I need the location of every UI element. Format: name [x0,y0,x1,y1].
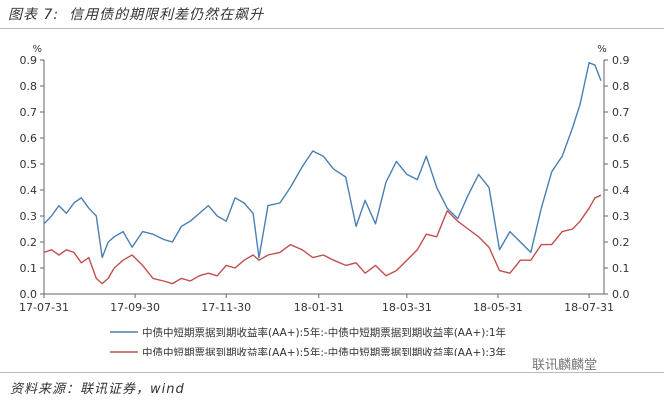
y-unit-left-label: % [32,44,42,55]
y-tick-label-right: 0.2 [612,236,630,249]
y-tick-label-right: 0.3 [612,210,630,223]
figure-title: 图表 7: 信用债的期限利差仍然在飙升 [8,4,274,24]
chart-legend: 中债中短期票据到期收益率(AA+):5年:-中债中短期票据到期收益率(AA+):… [110,326,506,356]
figure-title-text: 信用债的期限利差仍然在飙升 [69,7,265,23]
x-tick-label: 18-07-31 [564,301,614,314]
x-tick-label: 18-01-31 [294,301,344,314]
y-tick-label-left: 0.0 [20,288,38,301]
y-tick-label-left: 0.9 [20,54,38,67]
legend-label-1: 中债中短期票据到期收益率(AA+):5年:-中债中短期票据到期收益率(AA+):… [142,326,506,339]
bottom-divider [0,372,664,373]
y-tick-label-left: 0.7 [20,106,38,119]
x-tick-label: 18-03-31 [382,301,432,314]
x-tick-label: 17-09-30 [110,301,160,314]
y-tick-label-left: 0.2 [20,236,38,249]
watermark-logo: 联讯麟麟堂 [532,358,598,373]
chart-axes: % % 0.0 0.0 0.1 0.1 0.2 0.2 0.3 0.3 0.4 0.4 0.5 0.5 0.… [19,44,629,314]
y-tick-label-right: 0.7 [612,106,630,119]
y-tick-label-left: 0.3 [20,210,38,223]
figure-label: 图表 7: [8,7,60,23]
line-chart: % % 0.0 0.0 0.1 0.1 0.2 0.2 0.3 0.3 0.4 0.4 0.5 0.5 0.… [19,44,629,356]
source-note: 资料来源：联讯证券，wind [10,382,185,397]
x-tick-label: 17-11-30 [201,301,251,314]
x-tick-label: 18-05-31 [473,301,523,314]
y-tick-label-right: 0.4 [612,184,630,197]
y-tick-label-left: 0.4 [20,184,38,197]
series-line-1 [43,61,602,259]
top-divider [0,28,664,29]
y-tick-label-left: 0.5 [20,158,38,171]
y-tick-label-right: 0.8 [612,80,630,93]
y-tick-label-right: 0.9 [612,54,630,67]
x-tick-label: 17-07-31 [19,301,69,314]
y-tick-label-right: 0.1 [612,262,630,275]
y-tick-label-right: 0.5 [612,158,630,171]
y-unit-right-label: % [597,44,607,55]
y-tick-label-left: 0.1 [20,262,38,275]
legend-label-2: 中债中短期票据到期收益率(AA+):5年:-中债中短期票据到期收益率(AA+):… [142,346,506,356]
y-tick-label-left: 0.6 [20,132,38,145]
y-tick-label-right: 0.6 [612,132,630,145]
chart-series-lines [43,61,602,285]
series-line-2 [43,194,602,285]
y-tick-label-left: 0.8 [20,80,38,93]
y-tick-label-right: 0.0 [612,288,630,301]
